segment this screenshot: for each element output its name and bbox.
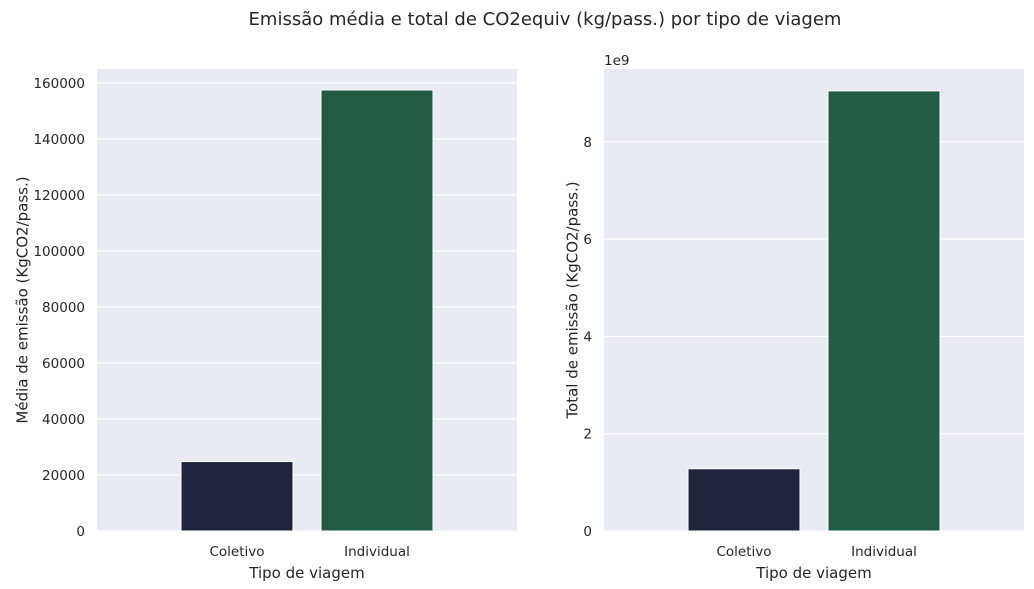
- y-tick-label: 6: [583, 232, 592, 248]
- y-axis-offset-label: 1e9: [604, 53, 629, 69]
- suptitle: Emissão média e total de CO2equiv (kg/pa…: [249, 9, 842, 30]
- bar-coletivo: [687, 468, 801, 532]
- y-axis-label-mean: Média de emissão (KgCO2/pass.): [13, 176, 31, 423]
- y-tick-label: 100000: [33, 244, 85, 260]
- total-emission-panel: Tipo de viagem Total de emissão (KgCO2/p…: [563, 53, 1024, 582]
- y-tick-label: 8: [583, 135, 592, 151]
- x-axis-label-mean: Tipo de viagem: [248, 564, 364, 582]
- bar-individual: [827, 90, 941, 532]
- mean-emission-panel: Tipo de viagem Média de emissão (KgCO2/p…: [13, 69, 517, 582]
- plot-area-background: [97, 69, 517, 531]
- x-tick-label-individual: Individual: [344, 544, 410, 560]
- x-axis-label-total: Tipo de viagem: [755, 564, 871, 582]
- y-tick-label: 0: [583, 524, 592, 540]
- y-tick-label: 20000: [42, 468, 85, 484]
- y-tick-label: 60000: [42, 356, 85, 372]
- plot-area-background: [604, 69, 1024, 531]
- y-tick-label: 40000: [42, 412, 85, 428]
- y-tick-label: 80000: [42, 300, 85, 316]
- bar-coletivo: [180, 461, 294, 532]
- y-axis-label-total: Total de emissão (KgCO2/pass.): [563, 181, 581, 419]
- y-tick-label: 140000: [33, 132, 85, 148]
- x-tick-label-individual: Individual: [851, 544, 917, 560]
- y-tick-label: 120000: [33, 188, 85, 204]
- y-tick-label: 2: [583, 427, 592, 443]
- y-tick-label: 160000: [33, 76, 85, 92]
- bar-individual: [320, 89, 434, 532]
- x-tick-label-coletivo: Coletivo: [209, 544, 264, 560]
- x-tick-label-coletivo: Coletivo: [716, 544, 771, 560]
- y-tick-label: 0: [76, 524, 85, 540]
- y-tick-label: 4: [583, 329, 592, 345]
